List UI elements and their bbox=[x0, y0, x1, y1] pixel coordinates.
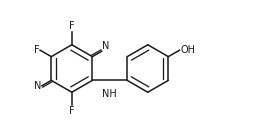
Text: NH: NH bbox=[103, 89, 117, 99]
Text: F: F bbox=[34, 45, 39, 55]
Text: OH: OH bbox=[180, 45, 195, 55]
Text: F: F bbox=[69, 21, 75, 31]
Text: F: F bbox=[69, 106, 75, 116]
Text: N: N bbox=[103, 41, 110, 51]
Text: N: N bbox=[34, 81, 41, 91]
